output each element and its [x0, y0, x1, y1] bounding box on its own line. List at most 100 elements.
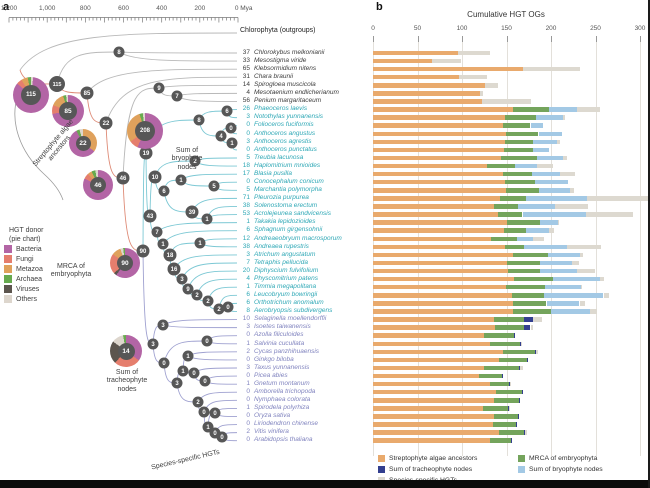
species-hgt-count: 1 — [246, 283, 250, 291]
species-row: 71 Pleurozia purpurea — [238, 194, 309, 202]
bar-segment — [524, 317, 534, 322]
legend-label: Sum of tracheophyte nodes — [389, 466, 473, 473]
pie-node-value: 14 — [117, 342, 135, 360]
species-row: 4 Physcomitrium patens — [238, 275, 318, 283]
bar-segment — [558, 220, 559, 225]
species-hgt-count: 0 — [246, 331, 250, 339]
tree-branch — [154, 176, 165, 192]
bar-segment — [504, 179, 535, 185]
legend-label: Viruses — [16, 285, 40, 293]
bar-segment — [505, 188, 540, 193]
bar-segment — [504, 115, 536, 120]
bar-segment — [373, 381, 490, 387]
hgt-donor-pie: 90 — [110, 248, 140, 278]
tree-branch — [156, 222, 238, 233]
svg-text:1: 1 — [205, 217, 209, 223]
pie-node-value: 85 — [59, 102, 77, 120]
bar-segment — [576, 107, 600, 112]
tree-branch — [193, 367, 238, 374]
tree-node: 16 — [167, 262, 181, 276]
species-row: 12 Andreaeobryum macrosporum — [238, 235, 342, 243]
bar-segment — [499, 357, 527, 363]
annotation-mrca-embryophyta: MRCA of embryophyta — [50, 263, 92, 279]
species-name: Picea abies — [254, 371, 288, 379]
bar-segment — [521, 389, 523, 395]
species-hgt-count: 38 — [242, 202, 250, 210]
species-name: Leucobryum bowringii — [254, 291, 318, 299]
tree-branch — [176, 382, 199, 403]
tree-branch — [56, 83, 88, 94]
tree-branch — [206, 206, 238, 220]
species-row: 3 Isoetes taiwanensis — [238, 323, 311, 331]
svg-text:7: 7 — [155, 230, 159, 236]
species-row: 3 Taxus yunnanensis — [238, 364, 309, 372]
tree-branch — [207, 426, 216, 434]
bar-segment — [373, 325, 495, 330]
species-name: Mesotaenium endlicherianum — [254, 89, 339, 97]
tree-branch — [162, 324, 238, 329]
bar-segment — [526, 228, 550, 233]
bar-segment — [580, 252, 584, 258]
bar-segment — [536, 155, 563, 161]
hgt-donor-legend-item: Metazoa — [4, 264, 44, 274]
tree-node: 2 — [202, 295, 214, 307]
tree-branch — [204, 375, 238, 382]
bar-segment — [489, 438, 511, 443]
svg-text:0: 0 — [203, 379, 207, 385]
bar-segment — [535, 179, 568, 185]
legend-swatch — [4, 245, 12, 254]
bar-segment — [517, 236, 534, 242]
bar-segment — [373, 147, 504, 153]
species-hgt-count: 4 — [246, 274, 250, 282]
chart-title: Cumulative HGT OGs — [467, 10, 545, 19]
species-hgt-count: 0 — [246, 145, 250, 153]
axis-tick-label: 0 — [371, 25, 375, 32]
axis-tick — [417, 36, 419, 42]
species-row: 0 Ginkgo biloba — [238, 355, 294, 364]
bar-segment — [373, 422, 494, 427]
bar-segment — [567, 244, 601, 250]
time-axis-tick-label: 600 — [118, 5, 129, 12]
species-name: Ginkgo biloba — [254, 355, 294, 363]
window-right-edge — [648, 0, 650, 488]
tree-node: 0 — [198, 406, 210, 418]
bar-segment — [373, 293, 512, 298]
species-hgt-count: 37 — [242, 48, 250, 56]
bar-segment — [519, 398, 520, 403]
bar-segment — [522, 212, 586, 217]
species-name: Andreaea rupestris — [254, 242, 309, 250]
species-name: Liriodendron chinense — [254, 420, 318, 428]
tree-branch — [196, 294, 209, 302]
species-hgt-count: 14 — [242, 81, 250, 89]
species-name: Spirogloea muscicola — [254, 81, 316, 89]
tree-branch — [220, 127, 232, 137]
bar-segment — [373, 244, 505, 250]
legend-swatch — [518, 466, 525, 473]
species-row: 7 Tetraphis pellucida — [238, 259, 308, 267]
species-row: 0 Oryza sativa — [238, 412, 290, 420]
tree-branch — [173, 254, 238, 270]
svg-text:43: 43 — [147, 214, 154, 220]
bar-segment — [506, 260, 541, 266]
species-hgt-count: 12 — [242, 234, 250, 242]
species-row: 3 Atrichum angustatum — [238, 251, 315, 259]
tree-branch — [187, 355, 238, 361]
species-row: 0 Folioceros fuciformis — [238, 121, 313, 129]
tree-branch — [206, 214, 238, 220]
tree-node: 0 — [209, 427, 221, 439]
bar-segment — [533, 139, 558, 145]
species-name: Isoetes taiwanensis — [254, 323, 311, 331]
time-axis-tick-label: 1,000 — [39, 5, 56, 12]
species-row: 0 Liriodendron chinense — [238, 420, 318, 428]
tree-branch — [214, 407, 238, 414]
bar-segment — [549, 107, 577, 112]
species-name: Notothylas yunnanensis — [254, 113, 324, 121]
bar-segment — [519, 365, 520, 371]
species-hgt-count: 71 — [242, 194, 250, 202]
axis-tick-label: 300 — [634, 25, 646, 32]
outgroup-header: Chlorophyta (outgroups) — [240, 27, 316, 34]
bar-segment — [479, 91, 484, 96]
svg-text:0: 0 — [202, 410, 206, 416]
bar-segment — [535, 115, 563, 120]
tree-branch — [118, 51, 238, 62]
